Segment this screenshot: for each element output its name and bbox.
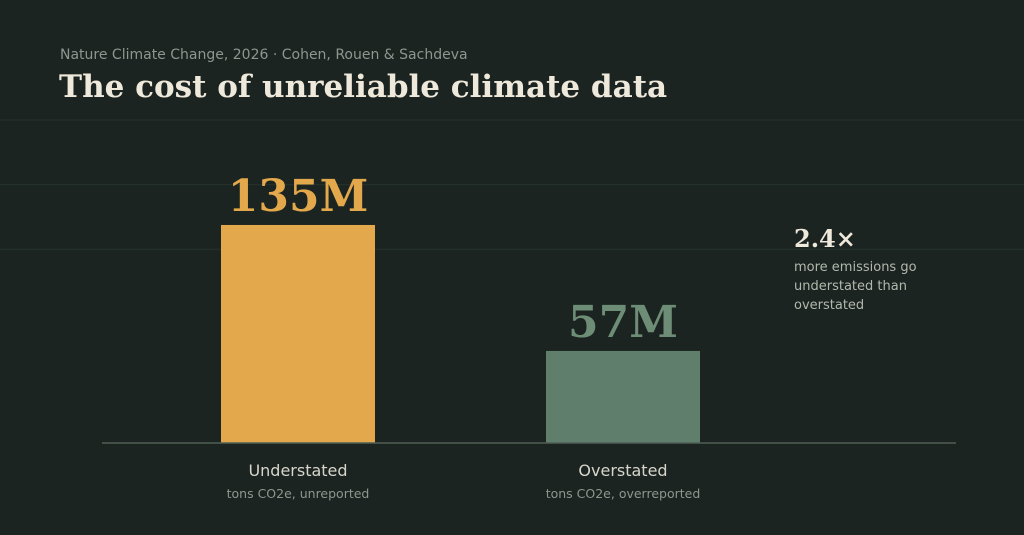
category-label-understated: Understated <box>248 461 347 480</box>
ratio-description: more emissions go understated than overs… <box>794 260 917 313</box>
bars <box>221 224 700 443</box>
bar-understated <box>221 224 375 443</box>
ratio-callout: 2.4× more emissions go understated than … <box>794 224 934 315</box>
labels: 135M Understated tons CO2e, unreported 57M O… <box>227 171 701 501</box>
category-subtitle-overstated: tons CO2e, overreported <box>546 486 701 501</box>
source-citation: Nature Climate Change, 2026 · Cohen, Rou… <box>60 47 468 63</box>
gridlines <box>0 119 1024 250</box>
value-label-understated: 135M <box>228 171 369 222</box>
category-label-overstated: Overstated <box>578 461 667 480</box>
bar-overstated <box>546 350 700 443</box>
value-label-overstated: 57M <box>568 297 678 348</box>
chart-title: The cost of unreliable climate data <box>59 69 668 105</box>
category-subtitle-understated: tons CO2e, unreported <box>227 486 370 501</box>
ratio-value: 2.4× <box>794 224 856 253</box>
